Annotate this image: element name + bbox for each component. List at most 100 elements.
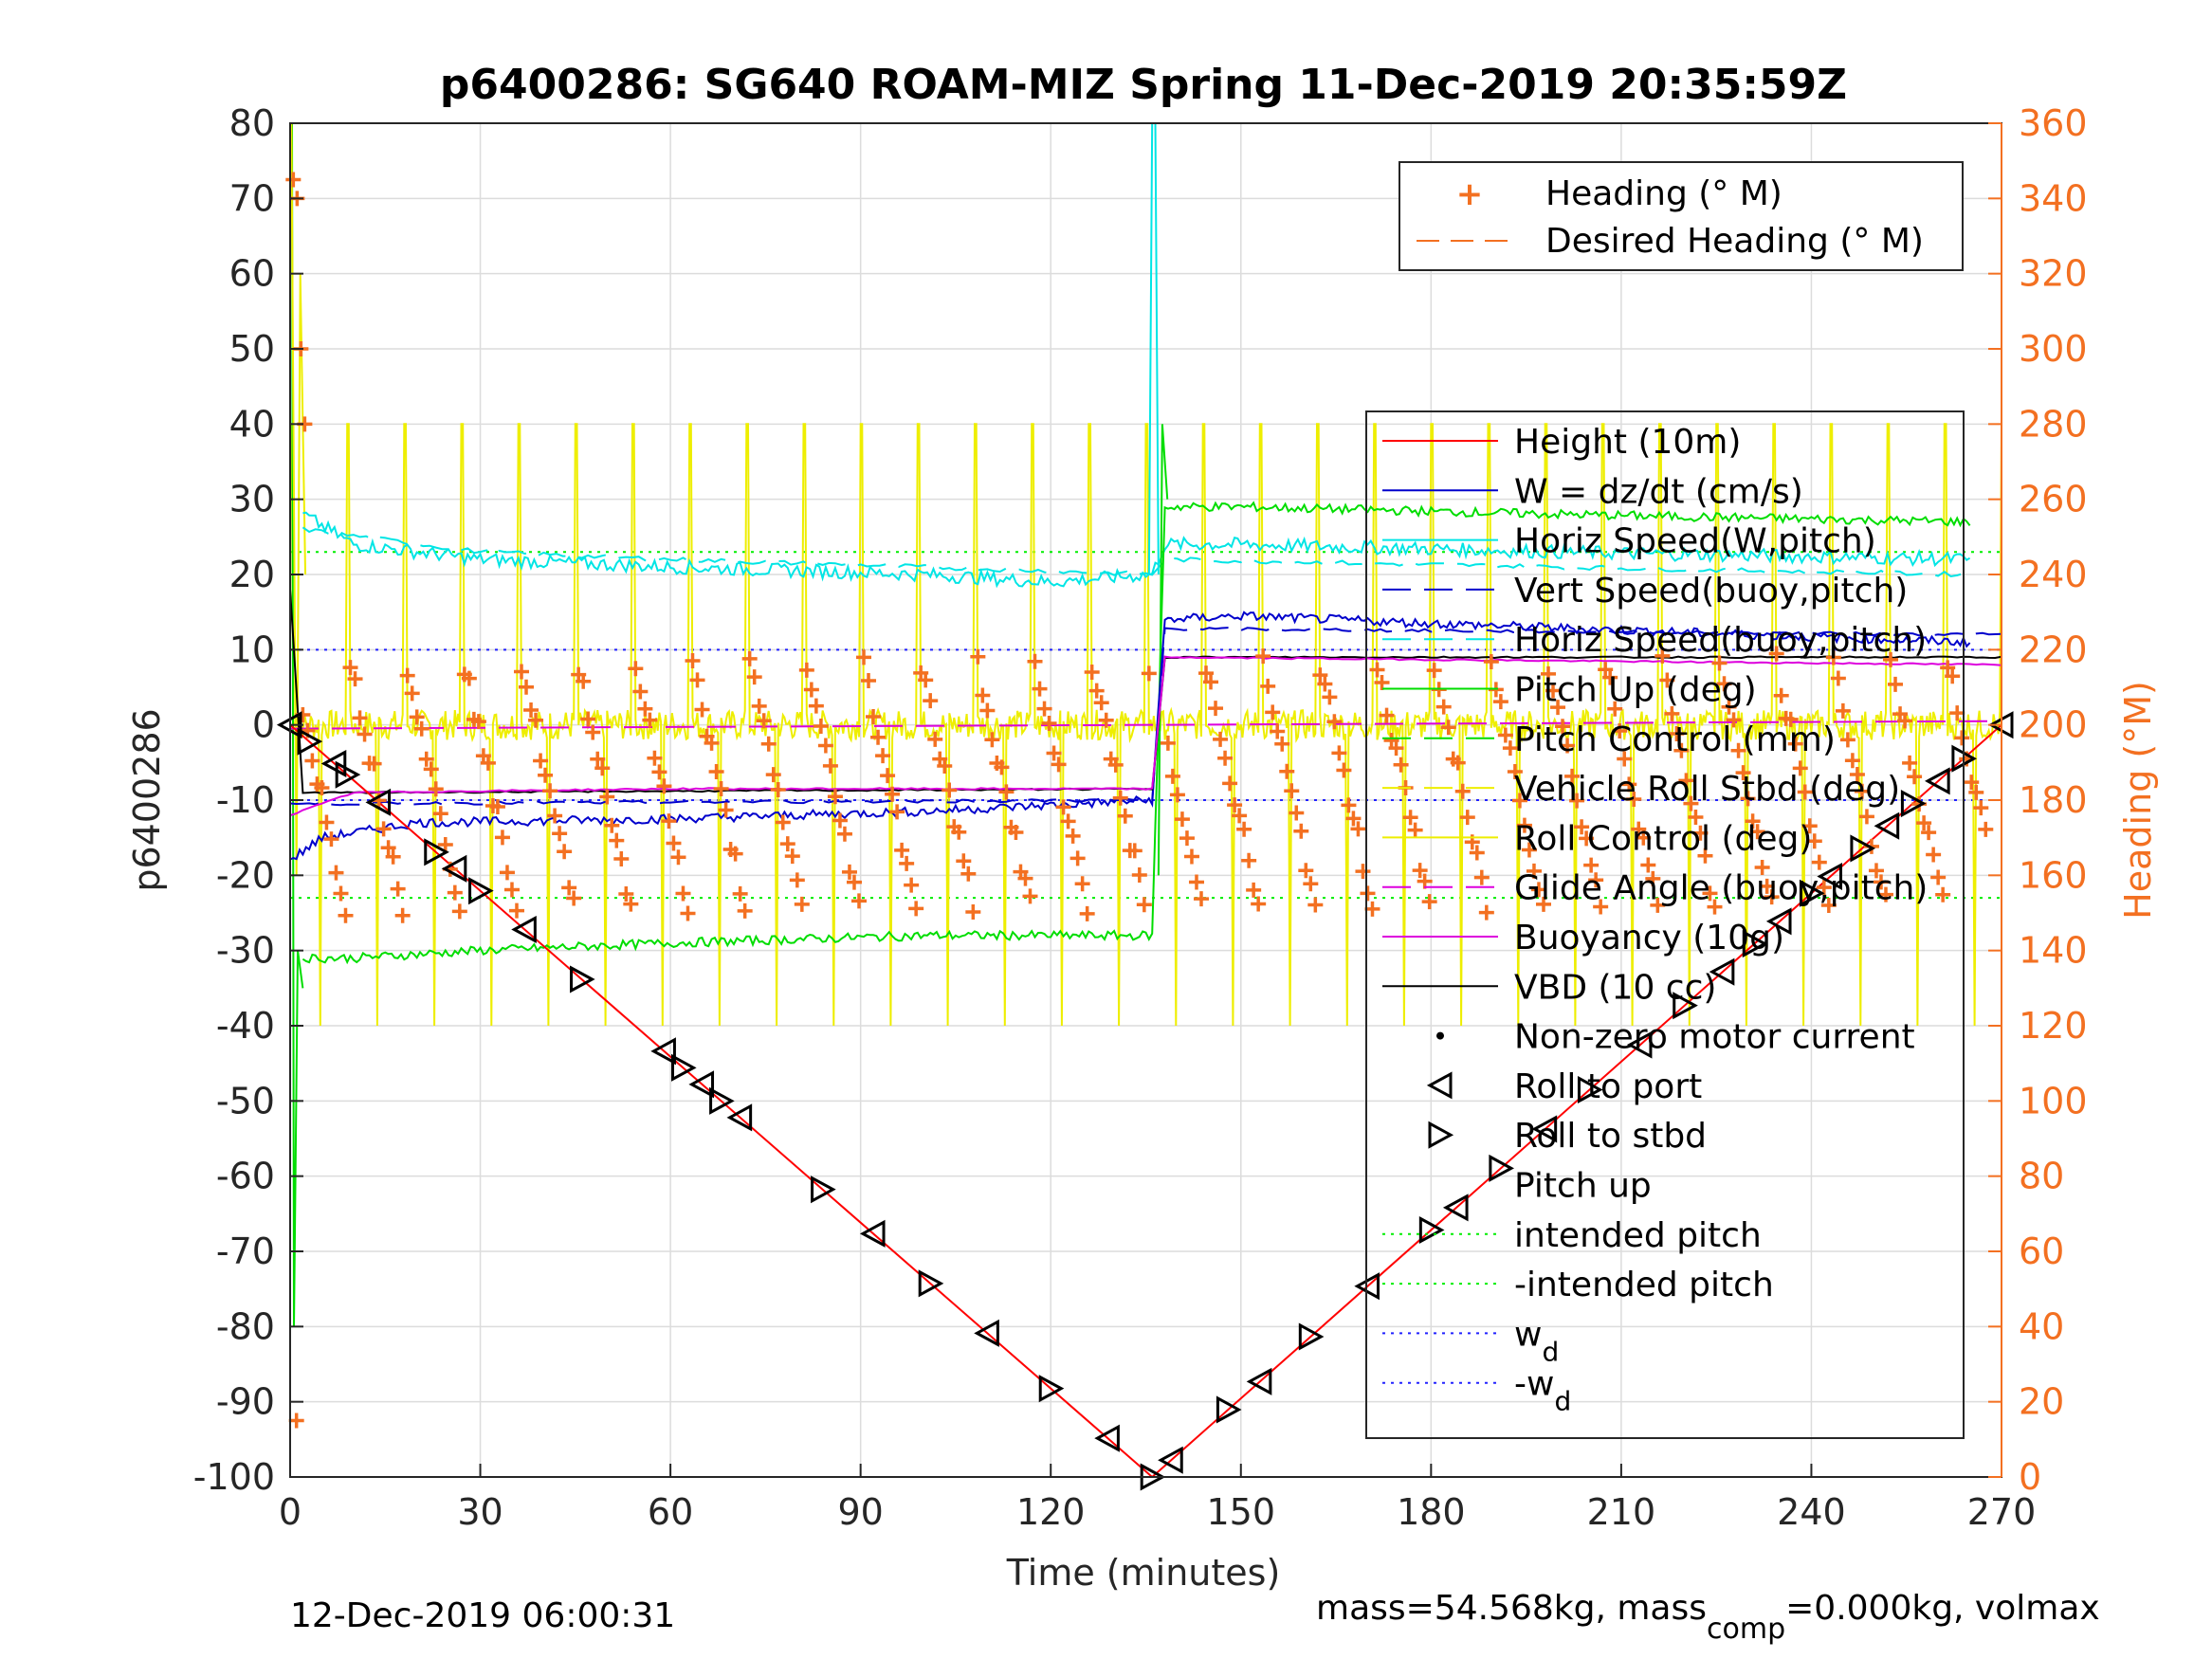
heading-point	[1806, 833, 1822, 849]
roll-to-port-marker	[441, 854, 467, 883]
legend-label: intended pitch	[1514, 1216, 1762, 1255]
heading-point	[760, 736, 777, 752]
heading-point	[499, 865, 515, 881]
heading-point	[1412, 863, 1428, 879]
heading-point	[523, 702, 539, 718]
heading-point	[1322, 689, 1338, 705]
heading-point	[599, 789, 615, 805]
heading-point	[1232, 808, 1248, 824]
legend-label: Buoyancy (10g)	[1514, 919, 1784, 957]
heading-point	[1331, 745, 1347, 761]
roll-to-stbd-marker	[1489, 1154, 1515, 1182]
right-tick-label: 60	[2019, 1231, 2064, 1272]
heading-point	[1374, 674, 1390, 690]
heading-point	[875, 748, 891, 764]
heading-point	[1764, 889, 1780, 905]
heading-point	[904, 877, 920, 893]
heading-point	[1307, 897, 1324, 913]
heading-point	[1935, 886, 1951, 902]
heading-point	[1735, 765, 1751, 781]
heading-point	[1454, 783, 1471, 799]
right-tick-label: 40	[2019, 1305, 2064, 1347]
heading-point	[751, 698, 767, 714]
heading-point	[1593, 899, 1609, 915]
heading-point	[538, 767, 554, 783]
heading-point	[1921, 825, 1937, 841]
heading-point	[775, 814, 791, 830]
footer-timestamp: 12-Dec-2019 06:00:31	[290, 1596, 675, 1635]
right-y-axis-label: Heading (°M)	[2117, 681, 2159, 920]
footer-mass-sub: comp	[1707, 1613, 1785, 1646]
roll-to-stbd-marker	[570, 965, 595, 994]
heading-point	[1341, 797, 1357, 813]
heading-point	[1383, 732, 1399, 748]
heading-point	[1511, 793, 1527, 809]
heading-point	[836, 826, 852, 842]
heading-point	[1107, 757, 1124, 773]
heading-point	[918, 672, 934, 688]
heading-point	[1265, 704, 1281, 720]
heading-point	[1117, 808, 1133, 824]
legend-label: Roll to stbd	[1514, 1117, 1707, 1156]
heading-point	[1916, 815, 1932, 831]
heading-point	[1930, 869, 1947, 885]
heading-point	[1749, 824, 1765, 840]
heading-point	[1450, 755, 1466, 771]
heading-point	[1631, 821, 1647, 837]
heading-point	[1088, 683, 1105, 699]
heading-point	[1868, 863, 1884, 879]
legend-tri-left-marker	[1426, 1071, 1453, 1100]
heading-point	[1055, 799, 1071, 815]
heading-point	[1926, 847, 1942, 863]
roll-to-port-marker	[650, 1037, 676, 1066]
legend-label: wd	[1514, 1315, 1559, 1367]
heading-point	[1241, 852, 1257, 868]
heading-point	[576, 673, 592, 689]
roll-to-stbd-marker	[468, 877, 494, 905]
right-tick-label: 240	[2019, 554, 2088, 595]
heading-point	[1017, 870, 1033, 886]
footer-mass-info: mass=54.568kg, masscomp=0.000kg, volmax	[1316, 1589, 2100, 1646]
heading-point	[894, 842, 910, 858]
roll-to-port-marker	[1765, 907, 1792, 936]
heading-point	[1564, 768, 1581, 784]
heading-point	[1079, 905, 1095, 921]
heading-point	[1060, 813, 1076, 830]
heading-point	[680, 905, 696, 921]
heading-point	[1907, 769, 1923, 785]
left-y-axis-label: p6400286	[126, 708, 168, 891]
heading-point	[1844, 753, 1860, 769]
heading-point	[1255, 648, 1271, 665]
heading-point	[470, 714, 486, 730]
heading-point	[1036, 701, 1052, 717]
heading-point	[1379, 707, 1395, 723]
heading-point	[1888, 676, 1904, 692]
roll-control-series	[290, 423, 2002, 1027]
heading-point	[1550, 700, 1566, 716]
heading-point	[1046, 745, 1062, 761]
heading-point	[1360, 885, 1376, 902]
heading-point	[1902, 755, 1918, 771]
heading-point	[1721, 699, 1737, 715]
heading-point	[1569, 793, 1585, 809]
heading-point	[832, 812, 848, 829]
heading-point	[670, 849, 686, 866]
heading-point	[1217, 750, 1234, 766]
left-tick-label: 10	[229, 629, 275, 670]
legend-label: Pitch Control (mm)	[1514, 720, 1836, 759]
heading-point	[1811, 854, 1827, 870]
heading-point	[1198, 665, 1215, 682]
legend-label: Vehicle Roll Stbd (deg)	[1514, 770, 1900, 809]
left-tick-label: 70	[229, 177, 275, 219]
heading-point	[1530, 882, 1546, 898]
heading-point	[385, 848, 401, 865]
heading-point	[1473, 869, 1490, 885]
heading-point	[338, 907, 354, 923]
right-tick-label: 360	[2019, 102, 2088, 144]
heading-point	[1555, 719, 1571, 735]
glide-angle-series	[290, 720, 2002, 730]
roll-to-port-marker	[1246, 1367, 1272, 1395]
heading-point	[323, 831, 339, 848]
heading-point	[1602, 669, 1618, 685]
heading-point	[713, 781, 729, 797]
